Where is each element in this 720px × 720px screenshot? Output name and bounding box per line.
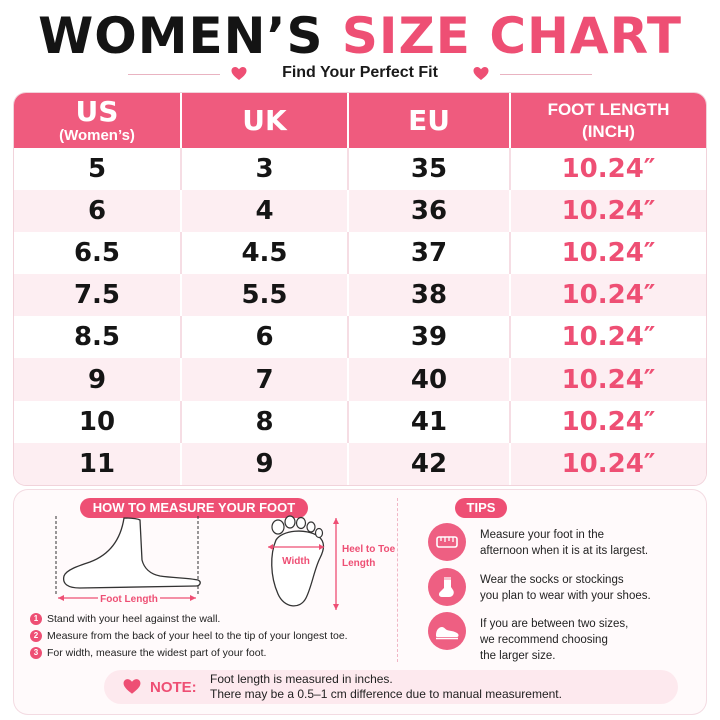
section-divider bbox=[397, 498, 398, 662]
tip-text: Wear the socks or stockings you plan to … bbox=[480, 574, 651, 602]
table-row: 6.5 4.5 37 10.24″ bbox=[14, 232, 706, 275]
header-uk: UK bbox=[182, 93, 349, 148]
cell-uk: 4 bbox=[182, 190, 349, 233]
cell-foot-length: 10.24″ bbox=[561, 364, 656, 395]
step-number: 3 bbox=[30, 646, 42, 659]
cell-uk: 9 bbox=[182, 442, 349, 485]
tape-measure-icon bbox=[428, 523, 466, 561]
header-foot-length: FOOT LENGTH (INCH) bbox=[547, 99, 670, 141]
cell-us: 7.5 bbox=[14, 274, 182, 317]
table-header: US (Women’s) UK EU FOOT LENGTH (INCH) bbox=[14, 93, 706, 148]
note-banner: NOTE: Foot length is measured in inches.… bbox=[104, 670, 678, 704]
step-number: 2 bbox=[30, 629, 42, 642]
cell-us: 8.5 bbox=[14, 316, 182, 359]
width-label: Width bbox=[282, 556, 310, 567]
measure-steps: 1 Stand with your heel against the wall.… bbox=[30, 610, 390, 661]
cell-foot-length: 10.24″ bbox=[561, 238, 656, 269]
cell-us: 9 bbox=[14, 358, 182, 401]
cell-foot-length: 10.24″ bbox=[561, 406, 656, 437]
heart-icon bbox=[473, 67, 489, 80]
cell-eu: 35 bbox=[349, 148, 511, 191]
step-text: For width, measure the widest part of yo… bbox=[47, 646, 267, 659]
list-item: 1 Stand with your heel against the wall. bbox=[30, 610, 390, 627]
step-text: Stand with your heel against the wall. bbox=[47, 612, 221, 625]
cell-foot-length: 10.24″ bbox=[561, 448, 656, 479]
title-part-1: WOMEN’S bbox=[38, 7, 324, 65]
cell-foot-length: 10.24″ bbox=[561, 280, 656, 311]
sock-icon bbox=[428, 568, 466, 606]
cell-eu: 38 bbox=[349, 274, 511, 317]
title-part-2: SIZE CHART bbox=[341, 7, 682, 65]
cell-foot-length: 10.24″ bbox=[561, 196, 656, 227]
cell-foot-length: 10.24″ bbox=[561, 322, 656, 353]
cell-eu: 36 bbox=[349, 190, 511, 233]
divider-line-right bbox=[500, 74, 592, 75]
table-row: 9 7 40 10.24″ bbox=[14, 358, 706, 401]
step-number: 1 bbox=[30, 612, 42, 625]
note-label: NOTE: bbox=[150, 679, 197, 696]
foot-side-view-illustration: Foot Length bbox=[55, 516, 201, 605]
tip-item: Measure your foot in the afternoon when … bbox=[428, 523, 708, 561]
list-item: 2 Measure from the back of your heel to … bbox=[30, 627, 390, 644]
tip-text: Measure your foot in the afternoon when … bbox=[480, 529, 649, 557]
page-title: WOMEN’S SIZE CHART bbox=[0, 8, 720, 64]
table-row: 5 3 35 10.24″ bbox=[14, 148, 706, 191]
header-us: US (Women’s) bbox=[14, 93, 182, 148]
cell-uk: 5.5 bbox=[182, 274, 349, 317]
tip-text: If you are between two sizes, we recomme… bbox=[480, 618, 629, 662]
table-row: 10 8 41 10.24″ bbox=[14, 400, 706, 443]
header-eu: EU bbox=[349, 93, 511, 148]
shoe-icon bbox=[428, 612, 466, 650]
cell-eu: 41 bbox=[349, 400, 511, 443]
heart-icon bbox=[231, 67, 247, 80]
subtitle: Find Your Perfect Fit bbox=[282, 64, 438, 81]
tip-item: If you are between two sizes, we recomme… bbox=[428, 612, 708, 664]
subtitle-row: Find Your Perfect Fit bbox=[0, 62, 720, 86]
heel-to-toe-label-2: Length bbox=[342, 558, 375, 569]
table-body: 5 3 35 10.24″ 6 4 36 10.24″ 6.5 4.5 37 10.24″ 7.5 5.5… bbox=[14, 148, 706, 485]
cell-eu: 42 bbox=[349, 442, 511, 485]
foot-top-view-illustration: Width Heel to Toe Length bbox=[268, 515, 396, 610]
cell-uk: 4.5 bbox=[182, 232, 349, 275]
measure-section-title: HOW TO MEASURE YOUR FOOT bbox=[80, 498, 308, 518]
cell-us: 5 bbox=[14, 148, 182, 191]
table-row: 8.5 6 39 10.24″ bbox=[14, 316, 706, 359]
cell-us: 6.5 bbox=[14, 232, 182, 275]
table-row: 11 9 42 10.24″ bbox=[14, 442, 706, 485]
cell-uk: 6 bbox=[182, 316, 349, 359]
note-text: Foot length is measured in inches. There… bbox=[210, 672, 562, 701]
step-text: Measure from the back of your heel to th… bbox=[47, 629, 348, 642]
cell-eu: 39 bbox=[349, 316, 511, 359]
cell-eu: 37 bbox=[349, 232, 511, 275]
foot-length-label: Foot Length bbox=[100, 594, 158, 605]
heel-to-toe-label: Heel to Toe bbox=[342, 544, 396, 555]
cell-uk: 3 bbox=[182, 148, 349, 191]
cell-us: 11 bbox=[14, 442, 182, 485]
cell-us: 10 bbox=[14, 400, 182, 443]
table-row: 6 4 36 10.24″ bbox=[14, 190, 706, 233]
divider-line-left bbox=[128, 74, 220, 75]
tips-section-title: TIPS bbox=[455, 498, 507, 518]
table-row: 7.5 5.5 38 10.24″ bbox=[14, 274, 706, 317]
info-panel: HOW TO MEASURE YOUR FOOT TIPS Foot Lengt… bbox=[14, 490, 706, 714]
cell-uk: 8 bbox=[182, 400, 349, 443]
cell-foot-length: 10.24″ bbox=[561, 154, 656, 185]
list-item: 3 For width, measure the widest part of … bbox=[30, 644, 390, 661]
tip-item: Wear the socks or stockings you plan to … bbox=[428, 568, 708, 606]
cell-uk: 7 bbox=[182, 358, 349, 401]
cell-us: 6 bbox=[14, 190, 182, 233]
cell-eu: 40 bbox=[349, 358, 511, 401]
heart-icon bbox=[123, 679, 141, 694]
